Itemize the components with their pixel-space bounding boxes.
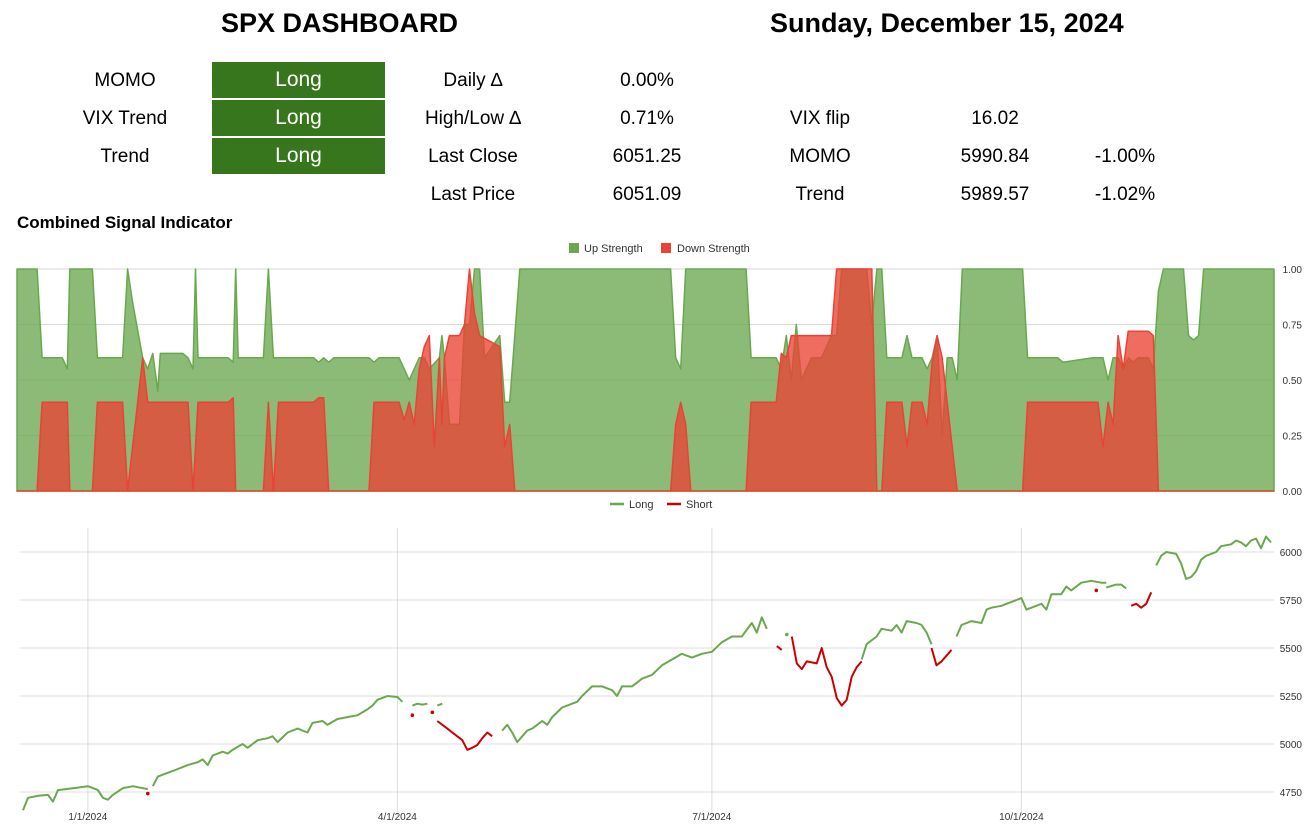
legend-swatch-up xyxy=(569,243,579,253)
long-segment xyxy=(501,616,768,744)
signal-chart-title: Combined Signal Indicator xyxy=(17,213,233,232)
high-low-delta-label: High/Low ∆ xyxy=(424,108,522,129)
short-segment-point xyxy=(430,710,435,715)
daily-delta-value: 0.00% xyxy=(620,70,674,91)
long-segment xyxy=(1106,583,1127,590)
signal-y-tick-label: 1.00 xyxy=(1283,265,1303,276)
momo-signal-label: MOMO xyxy=(94,70,156,91)
price-x-tick-label: 1/1/2024 xyxy=(68,812,107,823)
signal-y-tick-label: 0.00 xyxy=(1283,487,1303,498)
long-segment xyxy=(151,695,404,787)
price-y-axis: 4750 5000 5250 5500 5750 6000 xyxy=(1280,548,1303,799)
price-y-tick-label: 5750 xyxy=(1280,596,1303,607)
daily-delta-label: Daily ∆ xyxy=(443,70,503,91)
signal-legend: Up Strength Down Strength xyxy=(569,243,750,255)
price-x-tick-label: 10/1/2024 xyxy=(999,812,1044,823)
short-segment xyxy=(776,645,783,651)
trend-signal-label: Trend xyxy=(100,146,150,167)
last-price-value: 6051.09 xyxy=(612,184,682,205)
high-low-delta-value: 0.71% xyxy=(620,108,674,129)
vix-trend-signal-badge: Long xyxy=(212,100,385,136)
price-x-tick-label: 4/1/2024 xyxy=(378,812,417,823)
legend-label-down: Down Strength xyxy=(677,243,750,255)
signal-areas xyxy=(16,268,1275,492)
short-segment-point xyxy=(410,713,415,717)
signal-y-axis: 0.00 0.25 0.50 0.75 1.00 xyxy=(1283,265,1303,498)
price-x-axis: 1/1/2024 4/1/2024 7/1/2024 10/1/2024 xyxy=(68,812,1044,823)
short-segment xyxy=(436,720,493,751)
trend-pct-value: -1.02% xyxy=(1094,184,1156,205)
trend-signal-badge: Long xyxy=(212,138,385,174)
short-segment xyxy=(790,636,863,707)
legend-swatch-down xyxy=(661,243,671,253)
legend-label-short: Short xyxy=(686,499,712,511)
price-x-tick-label: 7/1/2024 xyxy=(692,812,731,823)
long-segment xyxy=(412,702,428,707)
last-close-label: Last Close xyxy=(428,146,518,167)
long-segment xyxy=(436,702,443,707)
last-close-value: 6051.25 xyxy=(612,146,682,167)
date-label: Sunday, December 15, 2024 xyxy=(770,8,1124,38)
up-strength-area xyxy=(16,268,1275,492)
vix-flip-value: 16.02 xyxy=(971,108,1019,129)
signal-y-tick-label: 0.50 xyxy=(1283,376,1303,387)
price-gridlines xyxy=(20,528,1274,816)
price-y-tick-label: 4750 xyxy=(1280,788,1303,799)
last-price-label: Last Price xyxy=(430,184,516,205)
vix-trend-signal-label: VIX Trend xyxy=(82,108,168,129)
short-segment xyxy=(930,647,953,667)
long-segment xyxy=(22,785,148,811)
page-title: SPX DASHBOARD xyxy=(221,8,459,38)
signal-y-tick-label: 0.75 xyxy=(1283,321,1303,332)
price-lines xyxy=(22,535,1272,811)
legend-label-up: Up Strength xyxy=(584,243,643,255)
trend-level-label: Trend xyxy=(795,184,845,205)
momo-signal-badge: Long xyxy=(212,62,385,98)
trend-level-value: 5989.57 xyxy=(960,184,1030,205)
long-segment xyxy=(1155,535,1272,580)
price-y-tick-label: 5500 xyxy=(1280,644,1303,655)
down-strength-area xyxy=(16,268,1275,492)
signal-y-tick-label: 0.25 xyxy=(1283,432,1303,443)
price-legend: Long Short xyxy=(610,499,712,511)
momo-level-label: MOMO xyxy=(789,146,851,167)
long-segment xyxy=(955,579,1107,637)
price-y-tick-label: 6000 xyxy=(1280,548,1303,559)
short-segment-point xyxy=(146,791,150,796)
vix-flip-label: VIX flip xyxy=(789,108,851,129)
short-segment xyxy=(1130,591,1153,609)
price-y-tick-label: 5000 xyxy=(1280,740,1303,751)
momo-pct-value: -1.00% xyxy=(1094,146,1156,167)
long-segment xyxy=(860,620,933,660)
price-y-tick-label: 5250 xyxy=(1280,692,1303,703)
long-segment-point xyxy=(784,632,789,637)
momo-level-value: 5990.84 xyxy=(960,146,1030,167)
legend-label-long: Long xyxy=(629,499,653,511)
short-segment-point xyxy=(1094,588,1099,593)
